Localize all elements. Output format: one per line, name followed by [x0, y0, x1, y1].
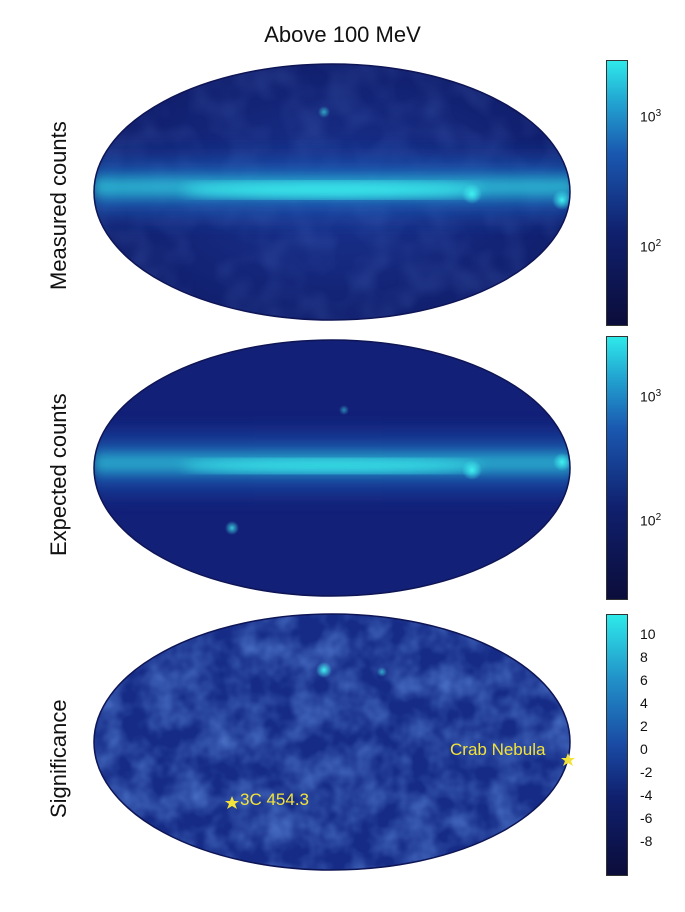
expected-counts-tick-1e2: 102 — [640, 512, 662, 529]
3c-454-3-star — [225, 796, 239, 809]
significance-tick-neg2: -2 — [640, 764, 653, 780]
figure-title: Above 100 MeV — [264, 22, 421, 47]
expected-counts-colorbar — [606, 336, 628, 600]
significance-tick-8: 8 — [640, 649, 648, 665]
significance-tick-0: 0 — [640, 741, 648, 757]
crab-nebula-star — [561, 753, 575, 766]
measured-counts-label: Measured counts — [46, 121, 71, 290]
expected-counts-map — [93, 339, 571, 597]
significance-label: Significance — [46, 699, 71, 818]
significance-tick-10: 10 — [640, 626, 656, 642]
significance-tick-neg4: -4 — [640, 787, 653, 803]
significance-map — [93, 613, 575, 871]
significance-tick-4: 4 — [640, 695, 648, 711]
measured-counts-colorbar — [606, 60, 628, 326]
expected-counts-label: Expected counts — [46, 393, 71, 556]
significance-tick-neg6: -6 — [640, 810, 653, 826]
measured-counts-map — [93, 63, 571, 321]
crab-nebula-annotation: Crab Nebula — [450, 740, 546, 759]
significance-colorbar — [606, 614, 628, 876]
significance-tick-neg8: -8 — [640, 833, 653, 849]
3c-454-3-annotation: 3C 454.3 — [240, 790, 309, 809]
measured-counts-tick-1e3: 103 — [640, 108, 662, 125]
significance-tick-6: 6 — [640, 672, 648, 688]
expected-counts-tick-1e3: 103 — [640, 388, 662, 405]
significance-tick-2: 2 — [640, 718, 648, 734]
measured-counts-tick-1e2: 102 — [640, 238, 662, 255]
